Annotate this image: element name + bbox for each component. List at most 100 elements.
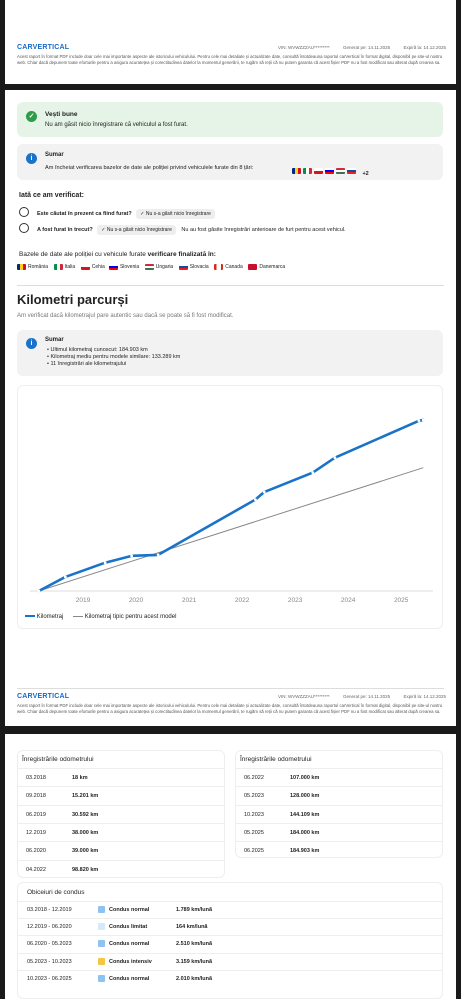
odometer-km: 30.592 km — [72, 811, 99, 818]
country-item: Canada — [214, 264, 243, 270]
flag-icon — [248, 264, 258, 270]
series-line-actual — [37, 418, 425, 593]
driving-value: 2.510 km/lună — [176, 941, 213, 948]
info-icon: i — [26, 153, 37, 164]
driving-label: Condus intensiv — [109, 958, 152, 965]
q2-label: A fost furat în trecut? — [37, 227, 93, 233]
q1-status-pill: ✓ Nu s-a găsit nicio înregistrare — [136, 209, 215, 219]
driving-title: Obiceiuri de condus — [27, 889, 85, 896]
odometer-date: 06.2025 — [244, 848, 264, 855]
carvertical-logo: CARVERTICAL — [17, 44, 70, 51]
country-item: România — [17, 264, 48, 270]
odometer-km: 39.000 km — [72, 848, 99, 855]
mileage-subtitle: Am verificat dacă kilometrajul pare aute… — [17, 313, 234, 319]
mileage-summary-card: i Sumar • Ultimul kilometraj cunoscut: 1… — [17, 330, 443, 376]
footer-divider — [17, 688, 444, 689]
table-row: 10.2023 144.109 km — [236, 804, 442, 823]
odometer-date: 12.2019 — [26, 829, 46, 836]
odometer-km: 98.820 km — [72, 866, 99, 873]
series-line-typical — [38, 467, 424, 592]
table-row: 05.2025 184.000 km — [236, 822, 442, 841]
odometer-km: 184.000 km — [290, 829, 320, 836]
check-icon: ✓ — [26, 111, 37, 122]
country-item: Ungaria — [144, 264, 173, 270]
mileage-chart: 2019 2020 2021 2022 2023 2024 2025 — [30, 418, 433, 604]
driving-value: 2.010 km/lună — [176, 975, 213, 982]
odometer-km: 144.109 km — [290, 811, 320, 818]
x-tick-label: 2021 — [182, 597, 197, 604]
mileage-title: Kilometri parcurși — [17, 292, 129, 307]
data-point — [311, 471, 315, 474]
driving-swatch — [98, 923, 105, 931]
driving-period: 06.2020 - 05.2023 — [27, 941, 72, 948]
expiry-date: Expiră la: 14.12.2025 — [403, 694, 446, 699]
odometer-date: 06.2019 — [26, 811, 46, 818]
odometer-date: 05.2023 — [244, 793, 264, 800]
flag-icon — [53, 264, 63, 270]
legend-actual: Kilometraj — [25, 614, 63, 620]
driving-row: 12.2019 - 06.2020 Condus limitat 164 km/lu… — [18, 918, 442, 935]
expiry-date: Expiră la: 14.12.2025 — [403, 45, 446, 50]
table-row: 12.2019 38.000 km — [18, 822, 224, 841]
bullet-item: • 11 înregistrări ale kilometrajului — [47, 361, 127, 367]
odometer-km: 107.000 km — [290, 775, 320, 781]
driving-row: 03.2018 - 12.2019 Condus normal 1.789 km/l… — [18, 901, 442, 918]
odometer-title: Înregistrările odometrului — [22, 756, 94, 763]
x-tick-label: 2024 — [341, 597, 356, 604]
data-point — [333, 456, 337, 460]
odometer-km: 38.000 km — [72, 829, 99, 836]
disclaimer-text: Acest raport în format PDF include doar … — [17, 54, 443, 65]
driving-value: 1.789 km/lună — [176, 907, 213, 913]
mileage-chart-card: 2019 2020 2021 2022 2023 2024 2025 — [17, 385, 443, 629]
face-icon — [19, 223, 29, 233]
flag-icon — [336, 167, 345, 174]
driving-swatch — [98, 974, 105, 982]
question-currently-stolen: Este căutat în prezent ca fiind furat? ✓… — [37, 209, 215, 219]
x-tick-label: 2020 — [129, 597, 144, 604]
driving-value: 164 km/lună — [176, 924, 208, 931]
driving-swatch — [98, 940, 105, 948]
country-list: România Italia Cehia Slovenia Ungaria Sl… — [17, 264, 285, 270]
driving-swatch — [98, 957, 105, 965]
q1-status: Nu s-a găsit nicio înregistrare — [145, 211, 211, 217]
data-point — [421, 418, 425, 422]
data-point — [63, 575, 67, 579]
driving-label: Condus normal — [109, 975, 150, 982]
flag-icon — [144, 264, 154, 270]
table-row: 09.2018 15.201 km — [18, 786, 224, 804]
table-row: 06.2022 107.000 km — [236, 768, 442, 786]
driving-row: 10.2023 - 06.2025 Condus normal 2.010 km/l… — [18, 969, 442, 987]
driving-value: 3.159 km/lună — [176, 958, 213, 965]
x-tick-label: 2025 — [394, 597, 409, 604]
data-point — [253, 498, 257, 501]
divider — [17, 285, 444, 286]
more-countries: +2 — [362, 171, 369, 177]
mileage-bullets: • Ultimul kilometraj cunoscut: 184.903 k… — [47, 347, 180, 368]
question-stolen-past: A fost furat în trecut? ✓ Nu s-a găsit n… — [37, 225, 346, 235]
generated-date: Generat pe: 14.11.2025 — [342, 45, 391, 50]
driving-habits-card: Obiceiuri de condus 03.2018 - 12.2019 Con… — [17, 882, 443, 999]
table-row: 06.2020 39.000 km — [18, 841, 224, 859]
country-item: Cehia — [80, 264, 105, 270]
flag-icon — [80, 264, 90, 270]
flag-icon — [17, 264, 26, 270]
checked-title: Iată ce am verificat: — [19, 192, 84, 199]
face-icon — [19, 207, 29, 217]
data-point — [130, 554, 134, 558]
driving-swatch — [98, 906, 105, 913]
flag-icon — [178, 264, 188, 270]
carvertical-logo: CARVERTICAL — [17, 693, 70, 700]
chart-legend: Kilometraj Kilometraj tipic pentru acest… — [25, 614, 176, 620]
table-row: 03.2018 18 km — [18, 768, 224, 786]
info-icon: i — [26, 338, 37, 349]
odometer-date: 03.2018 — [26, 775, 46, 781]
generated-date: Generat pe: 14.11.2025 — [342, 694, 391, 699]
flag-icon — [214, 264, 224, 270]
vin-label: VIN: WVWZZZAU********* — [277, 694, 330, 699]
data-point — [37, 589, 41, 593]
country-item: Slovenia — [108, 264, 139, 270]
table-row: 06.2019 30.592 km — [18, 804, 224, 823]
disclaimer-text: Acest raport în format PDF include doar … — [17, 703, 443, 714]
db-title: Bazele de date ale poliției cu vehicule … — [19, 251, 216, 258]
q2-status: Nu s-a găsit nicio înregistrare — [106, 227, 172, 233]
